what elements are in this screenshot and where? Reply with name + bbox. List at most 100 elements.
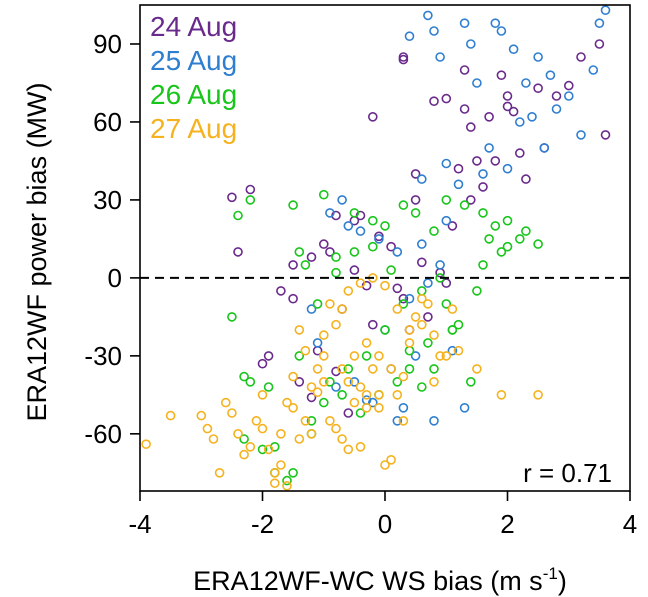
point-26-aug — [233, 210, 243, 221]
point-25-aug — [441, 215, 452, 226]
point-27-aug — [325, 415, 335, 426]
point-27-aug — [355, 441, 366, 452]
point-26-aug — [349, 208, 360, 218]
point-26-aug — [318, 189, 329, 200]
point-27-aug — [392, 389, 403, 400]
point-27-aug — [294, 325, 305, 335]
point-26-aug — [453, 319, 464, 330]
point-24-aug — [447, 221, 458, 231]
point-24-aug — [600, 130, 611, 140]
y-axis-title: ERA12WF power bias (MW) — [22, 82, 52, 421]
point-27-aug — [269, 478, 280, 489]
point-27-aug — [214, 467, 225, 478]
point-26-aug — [398, 200, 409, 210]
data-points — [141, 5, 611, 491]
point-24-aug — [465, 122, 476, 132]
point-24-aug — [521, 174, 531, 184]
point-27-aug — [349, 397, 360, 408]
point-27-aug — [331, 319, 341, 330]
point-26-aug — [502, 241, 513, 252]
point-24-aug — [410, 195, 421, 205]
point-24-aug — [514, 148, 525, 158]
point-26-aug — [404, 364, 415, 374]
point-27-aug — [269, 467, 280, 478]
point-24-aug — [331, 366, 341, 377]
point-24-aug — [465, 195, 476, 205]
point-27-aug — [233, 428, 243, 439]
point-25-aug — [410, 351, 421, 361]
point-25-aug — [490, 18, 501, 29]
point-26-aug — [392, 376, 403, 387]
point-26-aug — [465, 376, 476, 387]
point-27-aug — [435, 351, 445, 361]
point-26-aug — [245, 195, 256, 205]
point-24-aug — [459, 65, 470, 75]
point-24-aug — [459, 104, 470, 114]
point-24-aug — [502, 101, 513, 112]
point-26-aug — [239, 434, 249, 444]
point-25-aug — [404, 293, 415, 304]
point-24-aug — [472, 156, 482, 166]
point-26-aug — [263, 382, 274, 392]
point-27-aug — [404, 338, 415, 348]
point-27-aug — [343, 286, 354, 296]
plot-frame — [139, 4, 631, 492]
point-26-aug — [288, 467, 298, 478]
point-25-aug — [545, 70, 556, 80]
point-27-aug — [276, 460, 286, 470]
legend-entry-27-aug: 27 Aug — [150, 113, 237, 144]
point-26-aug — [300, 260, 311, 270]
point-24-aug — [429, 96, 439, 106]
legend-entry-26-aug: 26 Aug — [150, 79, 237, 110]
point-27-aug — [221, 397, 231, 408]
point-27-aug — [410, 312, 421, 322]
point-25-aug — [539, 143, 550, 153]
point-24-aug — [361, 280, 372, 291]
point-27-aug — [312, 387, 323, 398]
point-26-aug — [367, 241, 378, 252]
point-27-aug — [245, 441, 256, 452]
point-26-aug — [312, 299, 323, 309]
point-26-aug — [533, 239, 543, 249]
point-24-aug — [331, 210, 341, 221]
point-27-aug — [361, 338, 372, 348]
point-27-aug — [429, 376, 439, 387]
point-26-aug — [404, 345, 415, 356]
point-27-aug — [343, 444, 354, 455]
y-tick-label: -60 — [84, 419, 122, 449]
point-26-aug — [514, 234, 525, 244]
point-25-aug — [600, 5, 611, 15]
point-27-aug — [282, 480, 292, 491]
point-27-aug — [202, 423, 213, 434]
point-26-aug — [318, 397, 329, 408]
point-24-aug — [343, 408, 354, 418]
point-27-aug — [429, 330, 439, 340]
point-27-aug — [227, 408, 237, 418]
point-24-aug — [263, 351, 274, 361]
point-24-aug — [490, 156, 501, 166]
point-27-aug — [325, 299, 335, 309]
point-24-aug — [245, 184, 256, 195]
point-25-aug — [392, 247, 403, 257]
point-26-aug — [441, 299, 452, 309]
x-tick-label: 0 — [378, 509, 392, 539]
point-24-aug — [508, 106, 519, 117]
point-27-aug — [374, 389, 384, 400]
y-tick-label: 60 — [93, 107, 122, 137]
point-24-aug — [318, 239, 329, 249]
point-24-aug — [355, 210, 366, 221]
point-27-aug — [380, 280, 390, 291]
point-26-aug — [423, 338, 433, 348]
point-24-aug — [423, 312, 433, 322]
point-27-aug — [404, 325, 415, 335]
point-25-aug — [306, 304, 317, 314]
point-26-aug — [410, 208, 421, 218]
point-27-aug — [441, 351, 452, 361]
point-27-aug — [374, 351, 384, 361]
point-27-aug — [337, 434, 347, 444]
point-24-aug — [398, 293, 409, 304]
point-26-aug — [331, 252, 341, 262]
point-27-aug — [337, 304, 347, 314]
